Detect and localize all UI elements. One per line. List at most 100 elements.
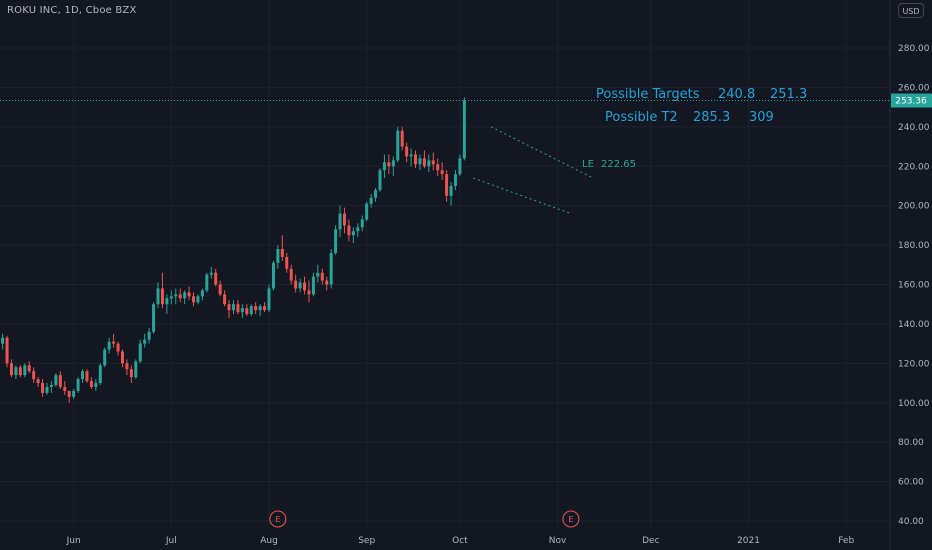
x-tick-label: Dec [642, 536, 659, 546]
candle [18, 365, 22, 378]
candle [49, 381, 53, 393]
candle [89, 377, 93, 389]
candle [1, 333, 5, 350]
candle [152, 302, 156, 334]
candle-body [14, 367, 18, 376]
price-tag: 253.36 [891, 93, 932, 108]
candle [311, 272, 315, 297]
candle-body [294, 280, 298, 289]
candle [236, 300, 240, 315]
candle [329, 249, 333, 289]
candle [422, 150, 426, 169]
earnings-marker: E [562, 510, 580, 528]
candle-body [289, 268, 293, 281]
candle [458, 154, 462, 177]
candle-body [165, 298, 169, 305]
candle [45, 383, 49, 395]
candle [112, 333, 116, 348]
candle-body [356, 227, 360, 232]
candle-body [58, 375, 62, 387]
candle [391, 156, 395, 177]
candle [36, 377, 40, 387]
candle-body [45, 386, 49, 393]
candle [431, 152, 435, 171]
candle [396, 126, 400, 163]
candle [103, 347, 107, 368]
le-label: LE [582, 159, 594, 170]
symbol-title: ROKU INC, 1D, Cboe BZX [7, 5, 137, 16]
time-axis[interactable]: Jun Jul Aug Sep Oct Nov Dec 2021 Feb [66, 536, 855, 546]
candle-body [378, 170, 382, 190]
candle [365, 201, 369, 222]
y-tick-label: 180.00 [898, 241, 930, 251]
candles [1, 97, 466, 403]
candle-body [329, 252, 333, 285]
candle [342, 207, 346, 234]
candle-body [178, 294, 182, 299]
candle [192, 292, 196, 307]
candle [245, 304, 249, 317]
candle-body [409, 154, 413, 157]
target-1: 240.8 [718, 87, 755, 102]
candle [125, 359, 129, 376]
candle [169, 290, 173, 305]
candle-body [320, 272, 324, 281]
candle [449, 182, 453, 206]
candle-body [27, 365, 31, 372]
candle-body [462, 100, 466, 159]
candle [440, 162, 444, 181]
candle [303, 276, 307, 295]
candle [81, 369, 85, 384]
price-axis[interactable]: 40.00 60.00 80.00 100.00 120.00 140.00 160.00 1… [898, 44, 930, 527]
price-tag-background [891, 93, 932, 108]
candle [409, 148, 413, 167]
candle-body [400, 130, 404, 147]
earnings-circle [269, 510, 287, 528]
candle-body [32, 371, 36, 380]
candle-body [76, 379, 80, 391]
candle-body [89, 381, 93, 387]
candle-body [391, 160, 395, 167]
candle [76, 377, 80, 393]
candle [285, 252, 289, 273]
candle-body [23, 365, 27, 376]
candle-body [18, 367, 22, 376]
candle-body [81, 371, 85, 380]
candle-body [85, 371, 89, 382]
currency-button[interactable]: USD [898, 3, 924, 18]
candle [414, 150, 418, 169]
candle [436, 158, 440, 177]
candle [98, 363, 102, 386]
candle [316, 264, 320, 283]
earnings-letter: E [275, 515, 280, 524]
candle-body [205, 274, 209, 291]
candle-body [67, 390, 71, 397]
candle [147, 327, 151, 344]
candle-body [436, 164, 440, 171]
earnings-marker: E [269, 510, 287, 528]
y-tick-label: 280.00 [898, 44, 930, 54]
t2-label: Possible T2 [605, 110, 678, 125]
x-tick-label: Sep [358, 536, 375, 546]
candle [196, 294, 200, 305]
candle-body [5, 337, 9, 364]
x-tick-label: Feb [838, 536, 854, 546]
candle [360, 215, 364, 232]
candle-body [405, 146, 409, 157]
y-tick-label: 60.00 [898, 478, 924, 488]
candle [351, 227, 355, 244]
candle [427, 154, 431, 173]
candle [227, 300, 231, 319]
candle [214, 268, 218, 287]
y-tick-label: 240.00 [898, 123, 930, 133]
candle-body [196, 296, 200, 303]
candle [156, 282, 160, 309]
le-value: 222.65 [601, 159, 636, 170]
y-tick-label: 260.00 [898, 83, 930, 93]
candle-body [351, 231, 355, 236]
candle-body [307, 290, 311, 295]
candle-body [458, 158, 462, 175]
candle [209, 266, 213, 279]
